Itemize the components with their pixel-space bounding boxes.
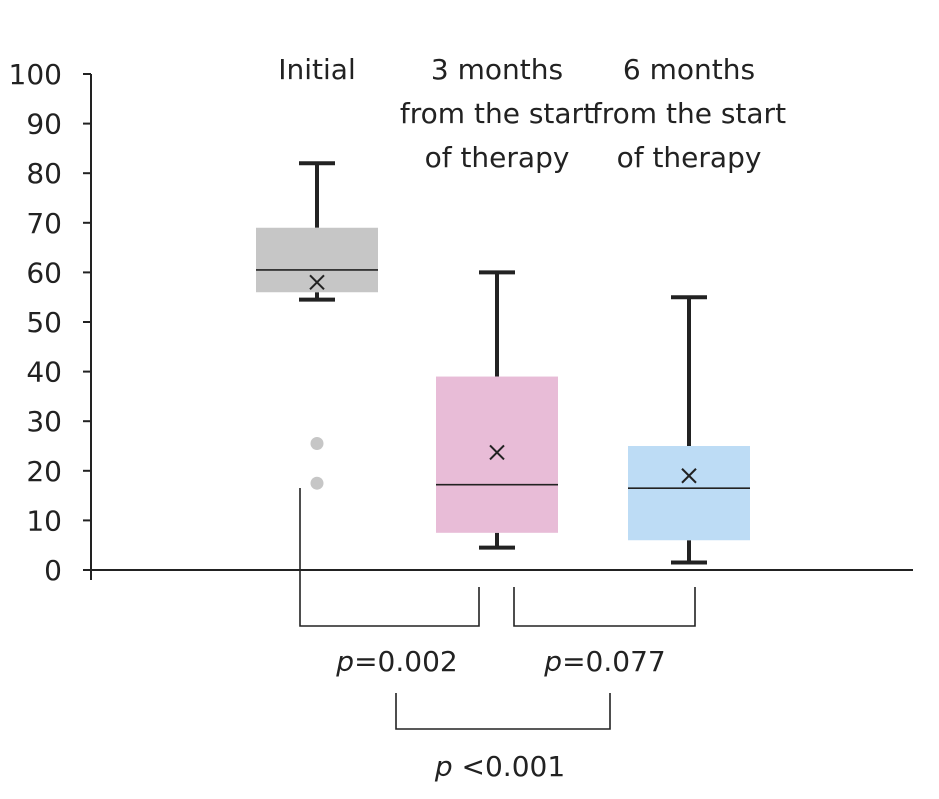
boxes <box>256 161 750 565</box>
p-value: =0.077 <box>562 645 666 678</box>
mean-marker <box>309 274 325 291</box>
p-symbol: p <box>434 750 453 783</box>
outlier-point <box>310 476 324 490</box>
bracket-line <box>395 693 611 730</box>
y-tick-label: 20 <box>26 455 62 488</box>
group-label-line: from the start <box>400 97 594 130</box>
p-value-label: p=0.002 <box>335 645 457 678</box>
group-label-line: 6 months <box>623 53 755 86</box>
group-label-line: 3 months <box>431 53 563 86</box>
bracket-line <box>299 488 480 627</box>
comparison-bracket: p=0.077 <box>513 587 696 678</box>
y-tick-label: 0 <box>44 554 62 587</box>
p-symbol: p <box>335 645 354 678</box>
outlier-point <box>310 437 324 451</box>
y-tick-label: 40 <box>26 356 62 389</box>
p-symbol: p <box>543 645 562 678</box>
p-value: =0.002 <box>354 645 458 678</box>
p-value-label: p <0.001 <box>434 750 565 783</box>
box-group <box>436 270 558 550</box>
group-labels: Initial 3 months from the start of therapy6… <box>278 53 786 174</box>
box-group <box>628 295 750 565</box>
comparison-bracket: p=0.002 <box>299 488 480 678</box>
comparison-bracket: p <0.001 <box>395 693 611 783</box>
y-tick-label: 60 <box>26 256 62 289</box>
y-tick-label: 70 <box>26 207 62 240</box>
iqr-box <box>628 446 750 541</box>
y-tick-label: 100 <box>9 58 62 91</box>
box-group <box>256 161 378 490</box>
axes: 0 10 20 30 40 50 60 70 80 90 100 <box>9 58 913 587</box>
p-value: <0.001 <box>453 750 566 783</box>
y-tick-label: 50 <box>26 306 62 339</box>
p-value-label: p=0.077 <box>543 645 665 678</box>
bracket-line <box>513 587 696 627</box>
mean-marker <box>681 468 697 484</box>
group-label-line: of therapy <box>617 141 762 174</box>
y-tick-label: 30 <box>26 405 62 438</box>
group-label-line: Initial <box>278 53 355 86</box>
group-label: Initial <box>278 53 355 86</box>
group-label-line: of therapy <box>425 141 570 174</box>
group-label: 6 months from the start of therapy <box>592 53 786 174</box>
group-label: 3 months from the start of therapy <box>400 53 594 174</box>
y-tick-label: 10 <box>26 504 62 537</box>
y-tick-label: 80 <box>26 157 62 190</box>
mean-marker <box>489 444 505 461</box>
y-tick-label: 90 <box>26 108 62 141</box>
iqr-box <box>436 376 558 533</box>
group-label-line: from the start <box>592 97 786 130</box>
